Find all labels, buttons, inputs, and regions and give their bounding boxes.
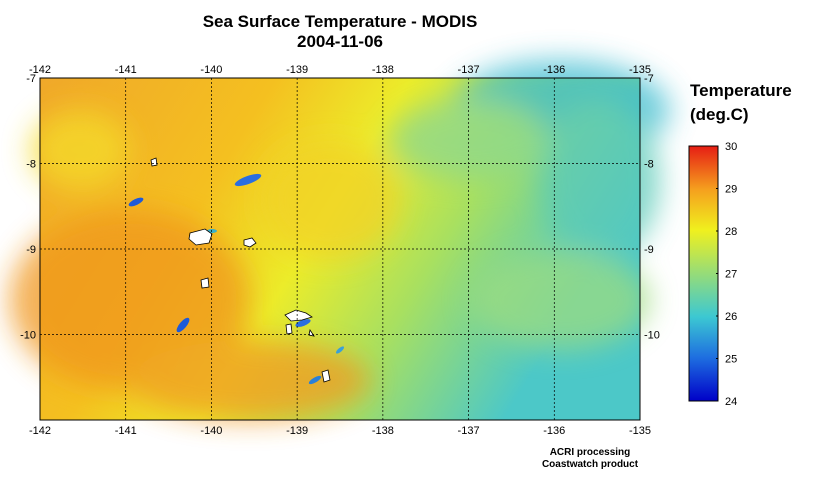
- cold-patches: [128, 173, 345, 385]
- lon-tick-top: -139: [286, 64, 308, 76]
- lon-tick-top: -140: [200, 64, 222, 76]
- lon-tick-bottom: -135: [629, 425, 651, 437]
- island-ua-huka: [243, 237, 257, 248]
- tick-labels: -142 -142 -141 -141 -140 -140 -139 -139 -138 -138…: [20, 64, 660, 437]
- colorbar-tick: 28: [725, 226, 737, 238]
- island-tahuata: [285, 323, 293, 335]
- island-hiva-oa: [284, 309, 313, 322]
- lon-tick-bottom: -141: [115, 425, 137, 437]
- colorbar-tick: 26: [725, 311, 737, 323]
- colorbar-tick: 25: [725, 354, 737, 366]
- island-fatu-hiva: [321, 369, 331, 383]
- colorbar-tick: 30: [725, 141, 737, 153]
- lon-tick-top: -138: [372, 64, 394, 76]
- lat-tick-right: -7: [644, 73, 654, 85]
- colorbar-tick: 27: [725, 269, 737, 281]
- map-title: Sea Surface Temperature - MODIS: [202, 12, 478, 31]
- islands: [150, 157, 331, 383]
- credit-product: Coastwatch product: [541, 459, 639, 470]
- lon-tick-top: -135: [629, 64, 651, 76]
- lon-tick-top: -137: [458, 64, 480, 76]
- colorbar-scale: [688, 145, 719, 402]
- sst-field: [10, 60, 670, 421]
- colorbar-unit: (deg.C): [690, 105, 749, 124]
- lat-tick-left: -9: [26, 244, 36, 256]
- lon-tick-bottom: -137: [458, 425, 480, 437]
- island-eiao: [150, 157, 158, 167]
- colorbar-tick: 24: [725, 396, 737, 408]
- colorbar-tick: 29: [725, 184, 737, 196]
- colorbar-title: Temperature: [690, 81, 792, 100]
- lon-tick-bottom: -136: [543, 425, 565, 437]
- island-ua-pou: [200, 277, 210, 289]
- lon-tick-bottom: -138: [372, 425, 394, 437]
- lon-tick-top: -141: [115, 64, 137, 76]
- lon-tick-bottom: -140: [200, 425, 222, 437]
- lat-tick-left: -8: [26, 159, 36, 171]
- lon-tick-bottom: -142: [29, 425, 51, 437]
- lon-tick-bottom: -139: [286, 425, 308, 437]
- lat-tick-left: -10: [20, 330, 36, 342]
- lon-tick-top: -136: [543, 64, 565, 76]
- lat-tick-right: -9: [644, 244, 654, 256]
- colorbar: 30 29 28 27 26 25 24: [688, 141, 737, 408]
- map-date: 2004-11-06: [296, 32, 384, 51]
- graticule: [40, 78, 640, 420]
- lat-tick-right: -10: [644, 330, 660, 342]
- island-nuku-hiva: [188, 228, 213, 246]
- lat-tick-left: -7: [26, 73, 36, 85]
- lat-tick-right: -8: [644, 159, 654, 171]
- credit-processing: ACRI processing: [549, 447, 631, 458]
- lon-tick-top: -142: [29, 64, 51, 76]
